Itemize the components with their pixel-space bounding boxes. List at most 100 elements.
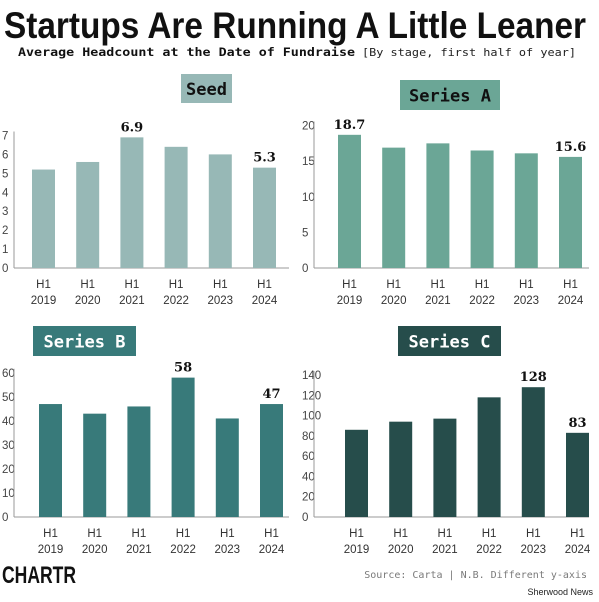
series-b-bar — [215, 418, 239, 517]
series-b-category-label: H1 2024 — [259, 528, 285, 556]
series-b-category-label: H1 2019 — [38, 528, 64, 556]
seed-category-label: H1 2021 — [119, 279, 145, 307]
series-b-ytick-label: 0 — [2, 512, 8, 524]
series-b-bar — [171, 377, 195, 517]
series-c-category-label: H1 2023 — [521, 528, 547, 556]
series-a-category-label: H1 2020 — [381, 279, 407, 307]
seed-category-label: H1 2022 — [163, 279, 189, 307]
series-c-ytick-label: 120 — [302, 390, 321, 402]
series-a-ytick-label: 5 — [302, 227, 308, 239]
series-c-bar — [433, 418, 457, 517]
series-a-ytick-label: 20 — [302, 121, 315, 133]
seed-bar — [208, 154, 232, 268]
series-b-bar — [39, 404, 62, 517]
series-a-ytick-label: 0 — [302, 263, 308, 275]
seed-ytick-label: 0 — [2, 263, 8, 275]
seed-data-label: 5.3 — [253, 151, 276, 166]
series-c-category-label: H1 2019 — [344, 528, 370, 556]
series-c-bar — [566, 432, 589, 517]
series-c-ytick-label: 140 — [302, 370, 321, 382]
series-c-title-badge — [398, 326, 501, 356]
series-c-ytick-label: 20 — [302, 492, 315, 504]
series-c-ytick-label: 40 — [302, 471, 315, 483]
seed-ytick-label: 1 — [2, 244, 8, 256]
series-a-title-badge — [400, 80, 500, 110]
seed-category-label: H1 2019 — [31, 279, 57, 307]
series-b-title-badge — [33, 326, 136, 356]
series-c-category-label: H1 2020 — [388, 528, 414, 556]
seed-title: Seed — [186, 80, 227, 100]
series-a-bar — [514, 153, 538, 268]
series-b-category-label: H1 2021 — [126, 528, 152, 556]
series-a-data-label: 18.7 — [334, 118, 366, 133]
series-b-ytick-label: 10 — [2, 488, 15, 500]
series-b-bar — [260, 404, 283, 517]
series-a-chart: Series A 0 5 10 15 20 18.7 H1 2019 H1 2020 H1 2021 H1… — [302, 80, 589, 307]
seed-category-label: H1 2020 — [75, 279, 101, 307]
seed-ytick-label: 2 — [2, 225, 8, 237]
main-title: Startups Are Running A Little Leaner — [4, 5, 586, 46]
series-c-data-label: 83 — [568, 416, 586, 431]
series-b-ytick-label: 50 — [2, 392, 15, 404]
series-b-title: Series B — [44, 333, 126, 353]
subtitle-main: Average Headcount at the Date of Fundrai… — [18, 45, 355, 59]
series-b-category-label: H1 2020 — [82, 528, 108, 556]
series-a-bar — [559, 156, 582, 268]
series-c-ytick-label: 0 — [302, 512, 308, 524]
series-a-category-label: H1 2022 — [469, 279, 495, 307]
seed-bar — [164, 146, 188, 268]
series-c-category-label: H1 2024 — [565, 528, 591, 556]
series-a-ytick-label: 15 — [302, 156, 315, 168]
series-b-chart: Series B 0 10 20 30 40 50 60 H1 2019 H1 2020 H1 2021 5… — [2, 326, 289, 556]
seed-bar — [253, 167, 276, 268]
subtitle: Average Headcount at the Date of Fundrai… — [18, 45, 576, 59]
series-b-ytick-label: 20 — [2, 464, 15, 476]
series-c-data-label: 128 — [520, 370, 547, 385]
series-c-category-label: H1 2022 — [476, 528, 502, 556]
series-a-bar — [470, 150, 494, 268]
series-c-bar — [477, 397, 501, 517]
seed-category-label: H1 2023 — [208, 279, 234, 307]
series-c-category-label: H1 2021 — [432, 528, 458, 556]
seed-ytick-label: 7 — [2, 130, 8, 142]
series-b-ytick-label: 40 — [2, 416, 15, 428]
series-b-category-label: H1 2023 — [215, 528, 241, 556]
series-a-data-label: 15.6 — [555, 140, 587, 155]
series-b-ytick-label: 60 — [2, 368, 15, 380]
series-c-chart: Series C 0 20 40 60 80 100 120 140 H1 2019 H1 2020 H1… — [302, 326, 591, 556]
seed-data-label: 6.9 — [121, 120, 144, 135]
seed-ytick-label: 4 — [2, 187, 9, 199]
series-a-bar — [382, 147, 406, 268]
series-b-bar — [127, 406, 151, 517]
series-b-ytick-label: 30 — [2, 440, 15, 452]
series-b-bar — [83, 413, 107, 517]
seed-bar — [120, 137, 144, 268]
series-a-title: Series A — [409, 87, 491, 107]
series-c-bar — [521, 387, 545, 517]
series-a-category-label: H1 2019 — [337, 279, 363, 307]
series-c-bar — [345, 429, 368, 517]
series-a-category-label: H1 2023 — [514, 279, 540, 307]
seed-ytick-label: 5 — [2, 168, 8, 180]
seed-ytick-label: 3 — [2, 206, 8, 218]
series-c-ytick-label: 100 — [302, 411, 321, 423]
seed-title-badge — [181, 74, 232, 103]
series-a-ytick-label: 10 — [302, 192, 315, 204]
series-b-data-label: 47 — [262, 387, 280, 402]
series-a-bar — [338, 134, 361, 268]
series-a-bar — [426, 143, 450, 268]
seed-category-label: H1 2024 — [252, 279, 278, 307]
series-c-bar — [389, 421, 413, 517]
series-b-category-label: H1 2022 — [170, 528, 196, 556]
chartr-logo-text: CHARTR — [2, 562, 76, 589]
series-b-data-label: 58 — [174, 361, 192, 376]
series-c-ytick-label: 60 — [302, 451, 315, 463]
seed-ytick-label: 6 — [2, 149, 8, 161]
series-c-ytick-label: 80 — [302, 431, 315, 443]
publisher-credit: Sherwood News — [527, 587, 593, 597]
seed-bar — [76, 161, 100, 268]
source-note: Source: Carta | N.B. Different y-axis — [364, 570, 587, 581]
chartr-logo: CHARTR — [2, 562, 76, 589]
main-title-text: Startups Are Running A Little Leaner — [4, 5, 586, 46]
seed-bar — [32, 169, 55, 268]
